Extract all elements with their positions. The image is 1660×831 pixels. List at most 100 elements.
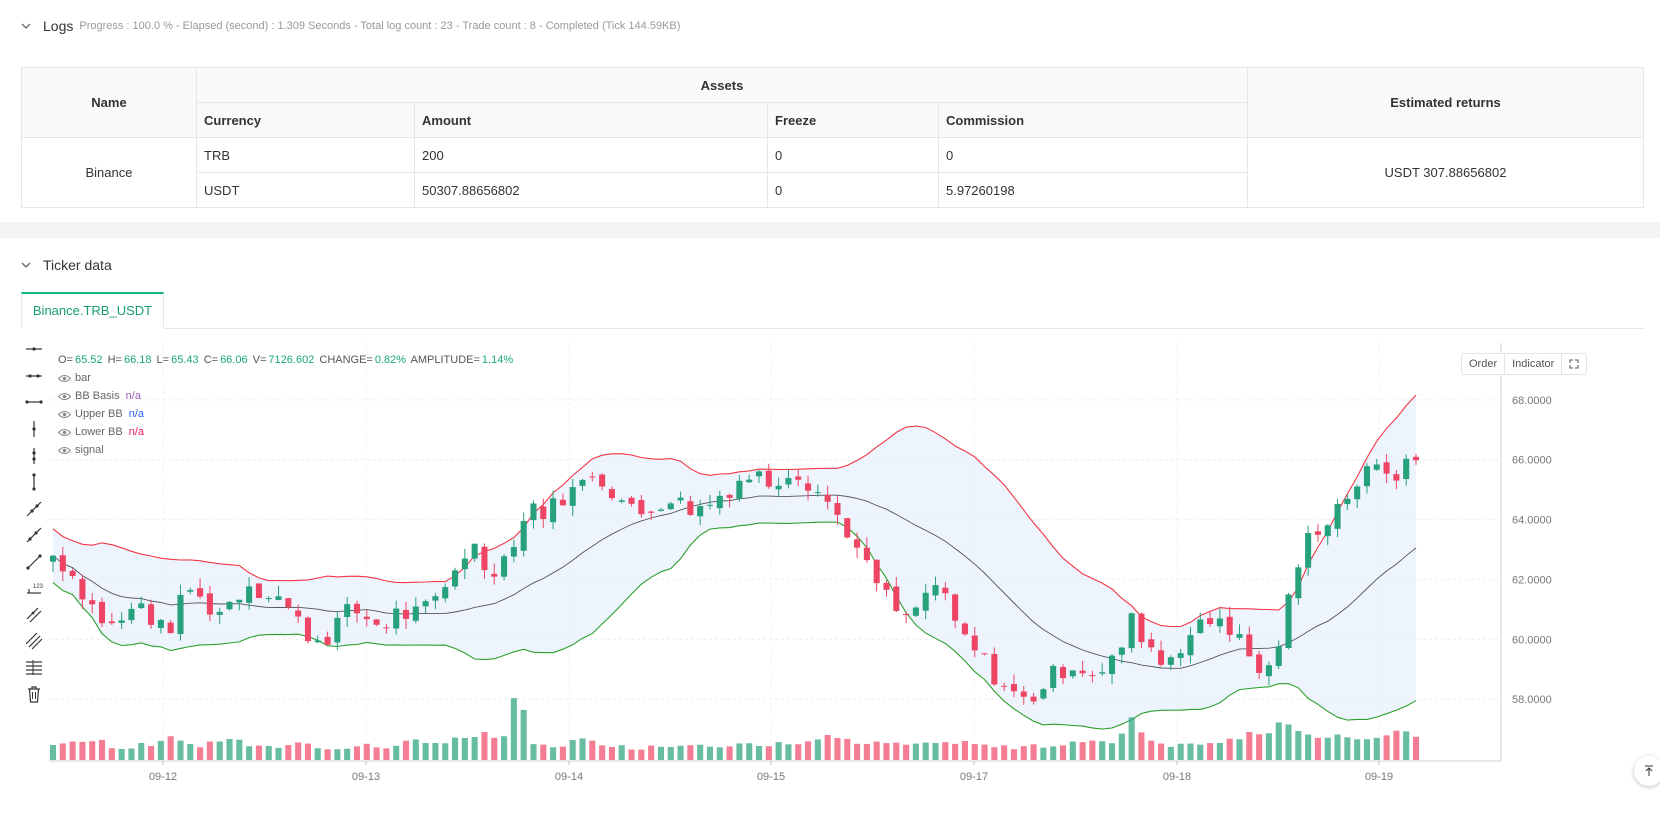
vertical-ray-icon[interactable] (25, 447, 43, 465)
candle-body (167, 622, 174, 634)
parallel-lines-icon[interactable] (25, 606, 43, 624)
trend-line-icon[interactable] (25, 500, 43, 518)
volume-bar (903, 744, 910, 760)
volume-bar (648, 745, 655, 760)
fullscreen-button[interactable] (1562, 354, 1586, 374)
candle-body (785, 478, 792, 485)
amount-cell: 50307.88656802 (414, 172, 768, 208)
volume-bar (69, 741, 76, 760)
eye-icon[interactable] (58, 410, 71, 419)
horizontal-segment-icon[interactable] (25, 393, 43, 411)
candlestick-chart[interactable]: 68.0000 66.0000 64.0000 62.0000 60.0000 58.00… (21, 343, 1660, 831)
volume-bar (599, 745, 606, 760)
change-label: CHANGE= (319, 354, 373, 366)
segment-line-icon[interactable] (25, 553, 43, 571)
tab-binance-trb-usdt[interactable]: Binance.TRB_USDT (21, 292, 164, 329)
y-tick-label: 58.0000 (1512, 694, 1552, 706)
legend-item-bb-basis[interactable]: BB Basis n/a (58, 387, 515, 405)
arrow-up-icon[interactable] (1644, 765, 1654, 777)
candle-body (1393, 474, 1400, 481)
assets-table: Name Assets Estimated returns Currency A… (21, 67, 1644, 208)
eye-icon[interactable] (58, 446, 71, 455)
indicator-button[interactable]: Indicator (1505, 354, 1563, 374)
eye-icon[interactable] (58, 374, 71, 383)
candle-body (1305, 533, 1312, 568)
legend-item-bar[interactable]: bar (58, 369, 515, 387)
volume-bar (1265, 733, 1272, 760)
candle-body (1108, 655, 1116, 675)
eye-icon[interactable] (58, 428, 71, 437)
y-tick-label: 66.0000 (1512, 455, 1552, 467)
vertical-line-icon[interactable] (25, 420, 43, 438)
chevron-down-icon[interactable] (21, 260, 31, 270)
candle-body (932, 585, 939, 596)
legend-item-lower-bb[interactable]: Lower BB n/a (58, 423, 515, 441)
volume-bar (716, 747, 723, 760)
ticker-section-header[interactable]: Ticker data (21, 257, 112, 273)
volume-bar (324, 749, 331, 760)
scroll-to-top-button[interactable] (1634, 756, 1660, 786)
candle-body (726, 494, 733, 498)
volume-bar (510, 698, 517, 760)
lower-bb-line (52, 521, 1417, 730)
volume-bar (922, 742, 929, 760)
volume-bar (206, 741, 213, 760)
volume-bar (89, 741, 96, 760)
candle-body (1363, 466, 1371, 487)
volume-bar (687, 745, 694, 760)
bollinger-band-fill (53, 395, 1416, 730)
ray-line-icon[interactable] (25, 526, 43, 544)
candle-body (540, 506, 547, 520)
price-channel-icon[interactable] (25, 632, 43, 650)
legend-label: Lower BB (75, 426, 123, 438)
volume-bar (1059, 745, 1067, 760)
chevron-down-icon[interactable] (21, 21, 31, 31)
currency-cell: TRB (196, 137, 415, 173)
volume-bar (373, 747, 380, 760)
fibonacci-lines-icon[interactable] (25, 658, 43, 676)
volume-bar (775, 742, 782, 760)
candle-body (451, 570, 459, 587)
fullscreen-icon[interactable] (1569, 359, 1579, 369)
candle-body (648, 511, 655, 513)
volume-bar (932, 742, 939, 760)
volume-bar (1373, 737, 1380, 760)
low-label: L= (156, 354, 170, 366)
horizontal-line-icon[interactable] (25, 340, 43, 358)
volume-bar (873, 741, 880, 760)
low-value: 65.43 (171, 354, 199, 366)
trash-icon[interactable] (25, 685, 43, 703)
legend-item-signal[interactable]: signal (58, 441, 515, 459)
x-tick-label: 09-15 (757, 771, 785, 783)
candle-body (432, 596, 439, 601)
legend-value: n/a (128, 426, 144, 438)
amount-cell: 200 (414, 137, 768, 173)
volume-bar (863, 743, 870, 760)
candle-body (1030, 696, 1037, 702)
horizontal-ray-icon[interactable] (25, 367, 43, 385)
freeze-header: Freeze (767, 102, 939, 138)
y-tick-label: 60.0000 (1512, 634, 1552, 646)
price-line-icon[interactable]: 123 (25, 579, 43, 597)
volume-bar (1334, 734, 1341, 760)
chart-area[interactable]: 68.0000 66.0000 64.0000 62.0000 60.0000 58.00… (21, 343, 1660, 831)
legend-item-upper-bb[interactable]: Upper BB n/a (58, 405, 515, 423)
volume-bar (275, 747, 282, 760)
logs-section-header[interactable]: Logs Progress : 100.0 % - Elapsed (secon… (21, 18, 680, 34)
candle-body (197, 588, 204, 597)
vertical-segment-icon[interactable] (25, 473, 43, 491)
candle-body (1295, 567, 1302, 599)
currency-header: Currency (196, 102, 415, 138)
returns-header: Estimated returns (1247, 67, 1644, 138)
ticker-title: Ticker data (43, 257, 112, 273)
order-button[interactable]: Order (1462, 354, 1506, 374)
candle-body (422, 601, 429, 607)
high-value: 66.18 (123, 354, 152, 366)
volume-bar (1216, 742, 1223, 760)
candle-body (1216, 618, 1223, 627)
eye-icon[interactable] (58, 392, 71, 401)
volume-bar (295, 742, 302, 760)
candle-body (589, 476, 596, 478)
candle-body (1412, 456, 1420, 461)
candle-body (1010, 684, 1018, 692)
